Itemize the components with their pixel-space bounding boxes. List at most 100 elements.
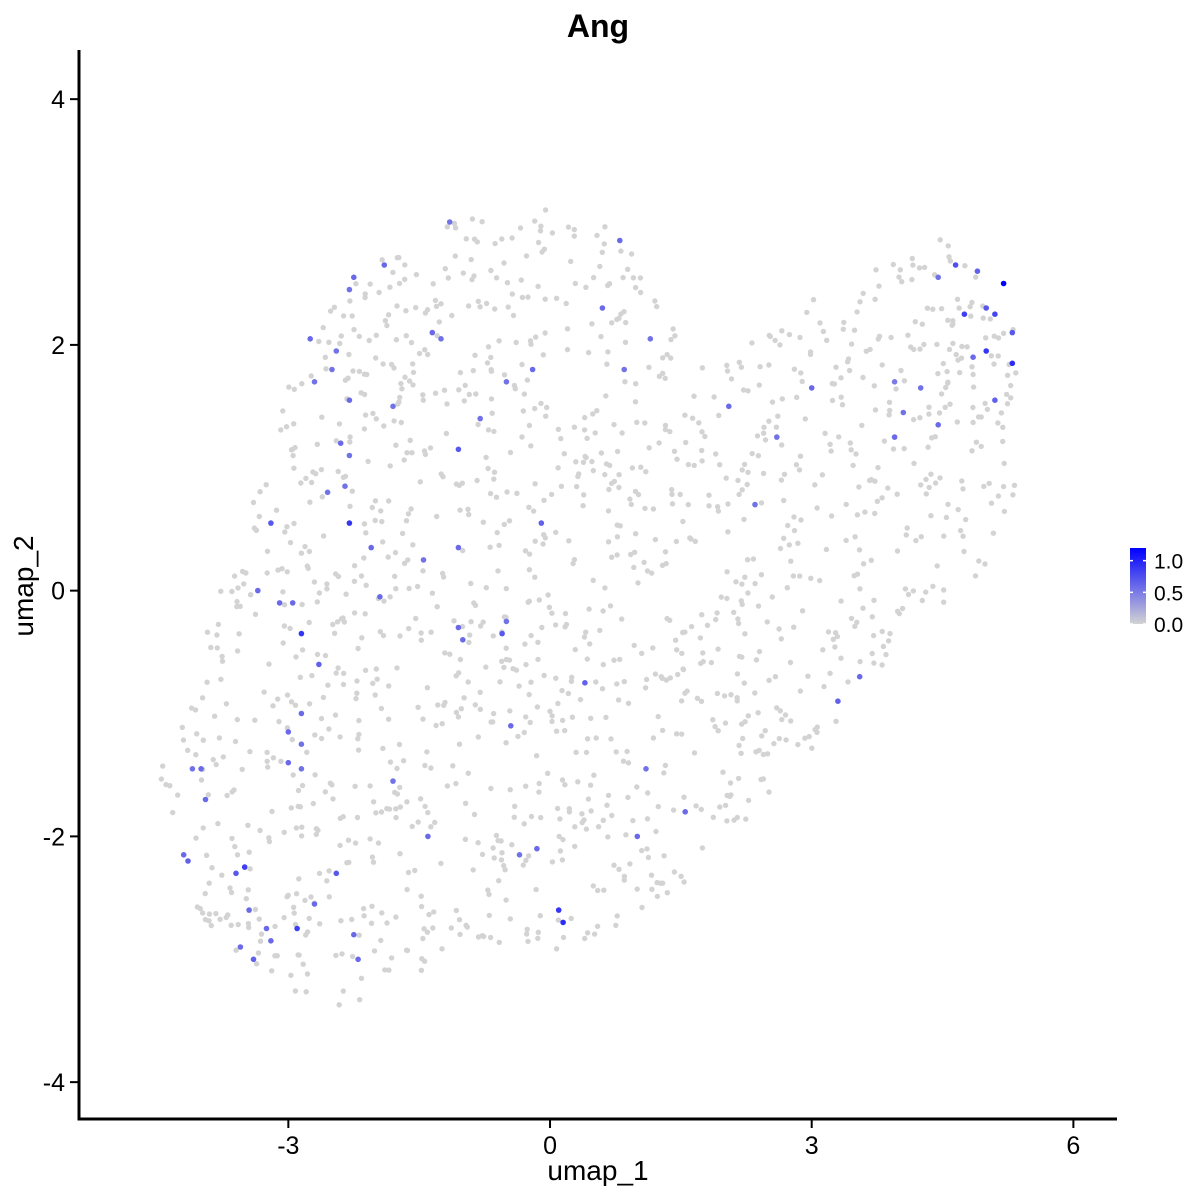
cell-point	[430, 925, 436, 931]
cell-point	[838, 375, 844, 381]
cell-point	[752, 580, 758, 587]
cell-point	[441, 387, 448, 393]
expressing-cell-point	[316, 661, 322, 668]
cell-point	[364, 371, 370, 378]
cell-point	[379, 910, 385, 916]
cell-point	[513, 667, 520, 673]
cell-point	[913, 537, 919, 544]
cell-point	[455, 714, 462, 720]
cell-point	[394, 791, 401, 797]
cell-point	[572, 646, 578, 653]
cell-point	[681, 879, 687, 885]
cell-point	[609, 812, 615, 819]
cell-point	[385, 554, 391, 560]
cell-point	[185, 747, 191, 753]
cell-point	[347, 439, 353, 445]
cell-point	[351, 578, 358, 584]
cell-point	[603, 714, 609, 721]
cell-point	[869, 614, 875, 620]
cell-point	[451, 618, 457, 624]
expressing-cell-point	[503, 379, 510, 385]
cell-point	[926, 484, 932, 491]
cell-point	[519, 434, 525, 440]
cell-point	[623, 832, 629, 838]
cell-point	[342, 473, 349, 480]
cell-point	[257, 827, 263, 834]
cell-point	[756, 648, 763, 655]
cell-point	[380, 361, 386, 367]
expressing-cell-point	[285, 759, 292, 766]
expressing-cell-point	[346, 397, 353, 404]
x-axis-label: umap_1	[547, 1155, 648, 1186]
cell-point	[778, 477, 785, 483]
cell-point	[376, 289, 382, 296]
cell-point	[214, 645, 220, 651]
cell-point	[585, 349, 592, 356]
cell-point	[295, 952, 301, 958]
cell-point	[980, 315, 986, 321]
cell-point	[255, 950, 262, 956]
cell-point	[466, 639, 472, 646]
expressing-cell-point	[891, 434, 898, 440]
cell-point	[488, 354, 494, 361]
cell-point	[598, 450, 605, 456]
expressing-cell-point	[983, 348, 989, 354]
cell-point	[975, 414, 982, 420]
cell-point	[432, 819, 438, 826]
cell-point	[809, 745, 815, 751]
cell-point	[405, 869, 412, 876]
expressing-cell-point	[992, 311, 998, 318]
cell-point	[898, 367, 904, 374]
cell-point	[438, 301, 444, 307]
cell-point	[534, 704, 541, 710]
cell-point	[605, 834, 611, 840]
cell-point	[462, 382, 468, 389]
cell-point	[742, 574, 748, 580]
cell-point	[755, 710, 761, 716]
cell-point	[560, 836, 566, 843]
cell-point	[930, 306, 936, 312]
cell-point	[493, 494, 500, 500]
cell-point	[492, 240, 498, 247]
cell-point	[964, 344, 970, 350]
cell-point	[762, 437, 769, 443]
expressing-cell-point	[294, 925, 300, 932]
cell-point	[983, 335, 989, 341]
expressing-cell-point	[538, 520, 545, 526]
cell-point	[852, 534, 858, 540]
cell-point	[281, 829, 287, 835]
cell-point	[284, 692, 291, 698]
cell-point	[850, 462, 856, 469]
cell-point	[572, 824, 578, 830]
cell-point	[725, 529, 731, 535]
cell-point	[413, 271, 420, 278]
cell-point	[575, 779, 581, 785]
cell-point	[682, 412, 688, 418]
cell-point	[986, 480, 992, 487]
cell-point	[943, 384, 949, 391]
cell-point	[642, 420, 648, 426]
cell-point	[642, 685, 649, 691]
cell-point	[501, 260, 507, 266]
cell-point	[668, 336, 674, 343]
cell-point	[445, 275, 451, 281]
cell-point	[163, 781, 169, 788]
expressing-cell-point	[503, 618, 510, 625]
cell-point	[649, 886, 655, 892]
cell-point	[995, 420, 1001, 426]
cell-point	[836, 434, 842, 440]
cell-point	[743, 816, 749, 822]
cell-point	[572, 843, 578, 850]
cell-point	[559, 687, 565, 694]
cell-point	[745, 469, 751, 475]
cell-point	[537, 228, 544, 234]
cell-point	[444, 224, 450, 230]
cell-point	[735, 477, 741, 484]
cell-point	[521, 821, 527, 827]
cell-point	[358, 975, 365, 981]
cell-point	[613, 749, 619, 755]
cell-point	[239, 766, 245, 773]
cell-point	[491, 469, 498, 475]
cell-point	[175, 792, 181, 798]
cell-point	[658, 674, 664, 680]
